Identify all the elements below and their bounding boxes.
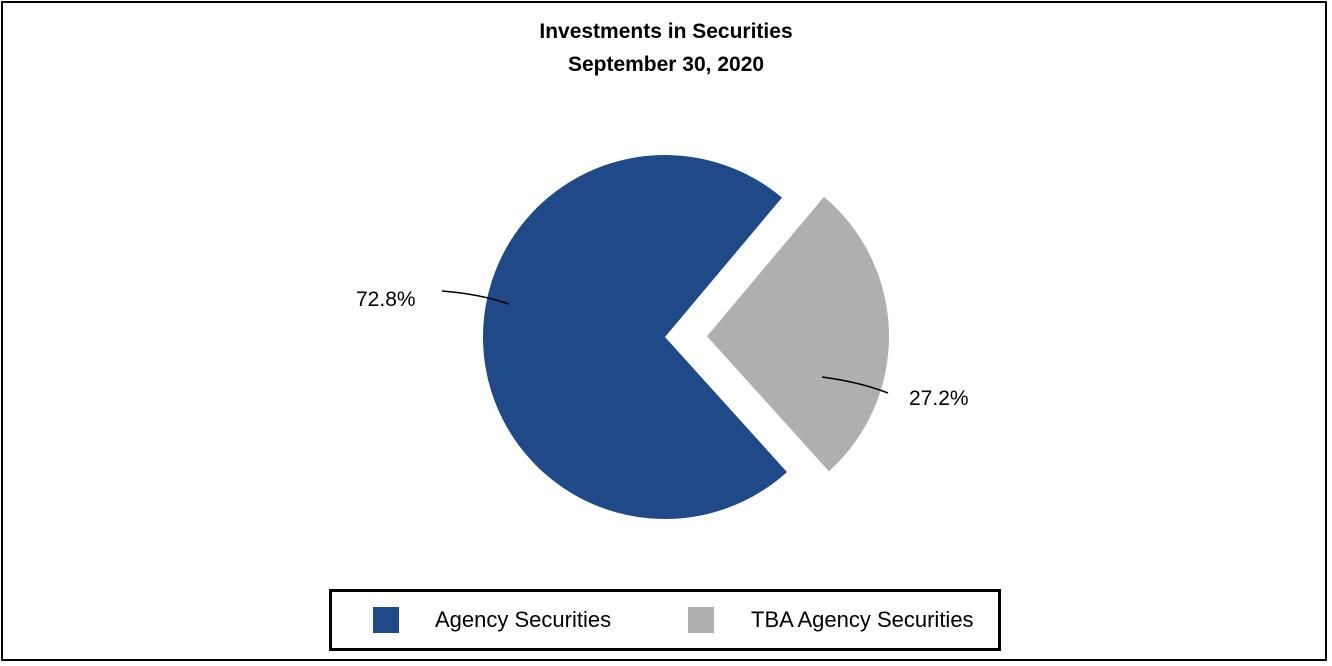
chart-title: Investments in Securities bbox=[539, 20, 793, 43]
legend-item-agency: Agency Securities bbox=[373, 592, 611, 648]
legend: Agency Securities TBA Agency Securities bbox=[329, 589, 1001, 651]
pie-slice-agency-securities bbox=[483, 155, 787, 519]
legend-item-tba: TBA Agency Securities bbox=[688, 592, 974, 648]
data-label-agency: 72.8% bbox=[356, 288, 416, 311]
legend-swatch-tba bbox=[688, 607, 714, 633]
legend-label-tba: TBA Agency Securities bbox=[751, 607, 974, 632]
leader-line-agency bbox=[441, 290, 510, 305]
data-label-tba: 27.2% bbox=[909, 387, 969, 410]
pie-slice-tba-agency-securities bbox=[706, 196, 889, 472]
legend-swatch-agency bbox=[373, 607, 399, 633]
leader-line-tba bbox=[821, 376, 889, 394]
chart-subtitle: September 30, 2020 bbox=[567, 53, 765, 76]
legend-label-agency: Agency Securities bbox=[435, 607, 612, 632]
